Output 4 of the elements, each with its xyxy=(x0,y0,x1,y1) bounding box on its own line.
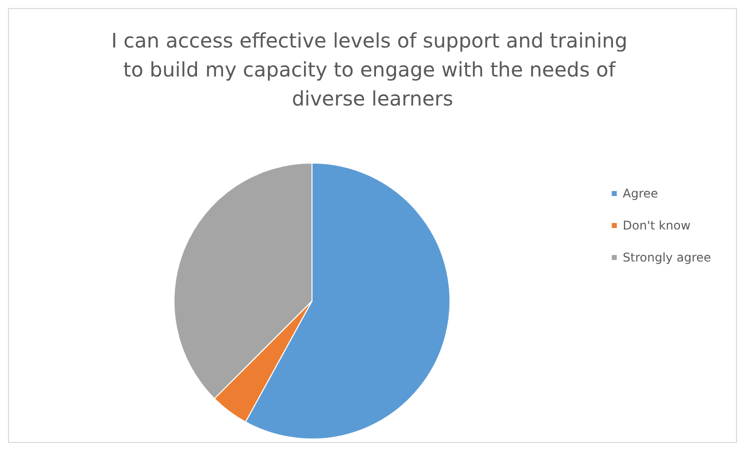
legend-label: Strongly agree xyxy=(622,250,712,264)
chart-title: I can access effective levels of support and training to build my capacity to engage with the needs of diverse learners xyxy=(111,28,634,110)
legend-label: Don't know xyxy=(622,218,691,232)
legend-label: Agree xyxy=(622,186,658,200)
